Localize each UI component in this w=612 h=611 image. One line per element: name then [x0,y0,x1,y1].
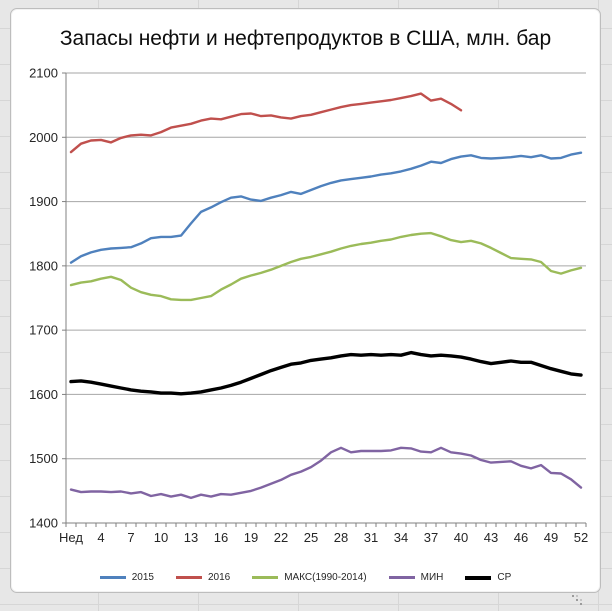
legend-item-СР: СР [465,572,511,583]
chart-object[interactable]: Запасы нефти и нефтепродуктов в США, млн… [10,8,601,593]
x-axis-label: 34 [394,530,408,545]
x-axis-label: 37 [424,530,438,545]
x-axis-label: 28 [334,530,348,545]
x-axis-label: 49 [544,530,558,545]
legend-line-marker [388,576,415,579]
legend-line-marker [252,576,279,579]
x-axis-label: 19 [244,530,258,545]
legend-line-marker [99,576,126,579]
series-line-2016 [69,92,463,154]
legend-label: 2015 [131,572,154,583]
series-line-МАКС(1990-2014) [69,231,583,302]
y-axis-label: 2100 [29,66,58,81]
x-axis-label: 43 [484,530,498,545]
y-axis-label: 1900 [29,194,58,209]
legend-line-marker [175,576,202,579]
x-axis-label: 16 [214,530,228,545]
y-axis-label: 2000 [29,130,58,145]
legend-label: СР [497,572,512,583]
cell-selection-dots [572,595,582,605]
legend-label: 2016 [207,572,231,583]
y-axis-label: 1400 [29,516,58,531]
x-axis-label: 52 [574,530,588,545]
legend-line-marker [465,575,492,580]
x-axis-label: Нед [59,530,83,545]
legend-item-МАКС(1990-2014): МАКС(1990-2014) [252,572,367,583]
legend-item-МИН: МИН [388,572,444,583]
chart-title: Запасы нефти и нефтепродуктов в США, млн… [59,27,552,50]
x-axis-label: 31 [364,530,378,545]
x-axis-label: 25 [304,530,318,545]
x-axis-label: 13 [184,530,198,545]
x-axis-label: 7 [127,530,134,545]
series-line-МИН [69,446,583,500]
series-line-2015 [69,151,583,264]
chart-legend: 2015 2016 МАКС(1990-2014) МИН СР [11,572,600,583]
legend-item-2016: 2016 [175,572,231,583]
y-axis-label: 1600 [29,387,58,402]
x-axis-label: 22 [274,530,288,545]
y-axis-label: 1700 [29,323,58,338]
legend-label: МАКС(1990-2014) [284,572,367,583]
y-axis-label: 1500 [29,451,58,466]
x-axis-label: 10 [154,530,168,545]
axes [62,72,587,527]
series-line-СР [69,350,583,396]
x-axis-label: 4 [97,530,104,545]
x-axis-label: 40 [454,530,468,545]
y-axis-label: 1800 [29,258,58,273]
legend-item-2015: 2015 [99,572,154,583]
legend-label: МИН [420,572,444,583]
x-axis-label: 46 [514,530,528,545]
